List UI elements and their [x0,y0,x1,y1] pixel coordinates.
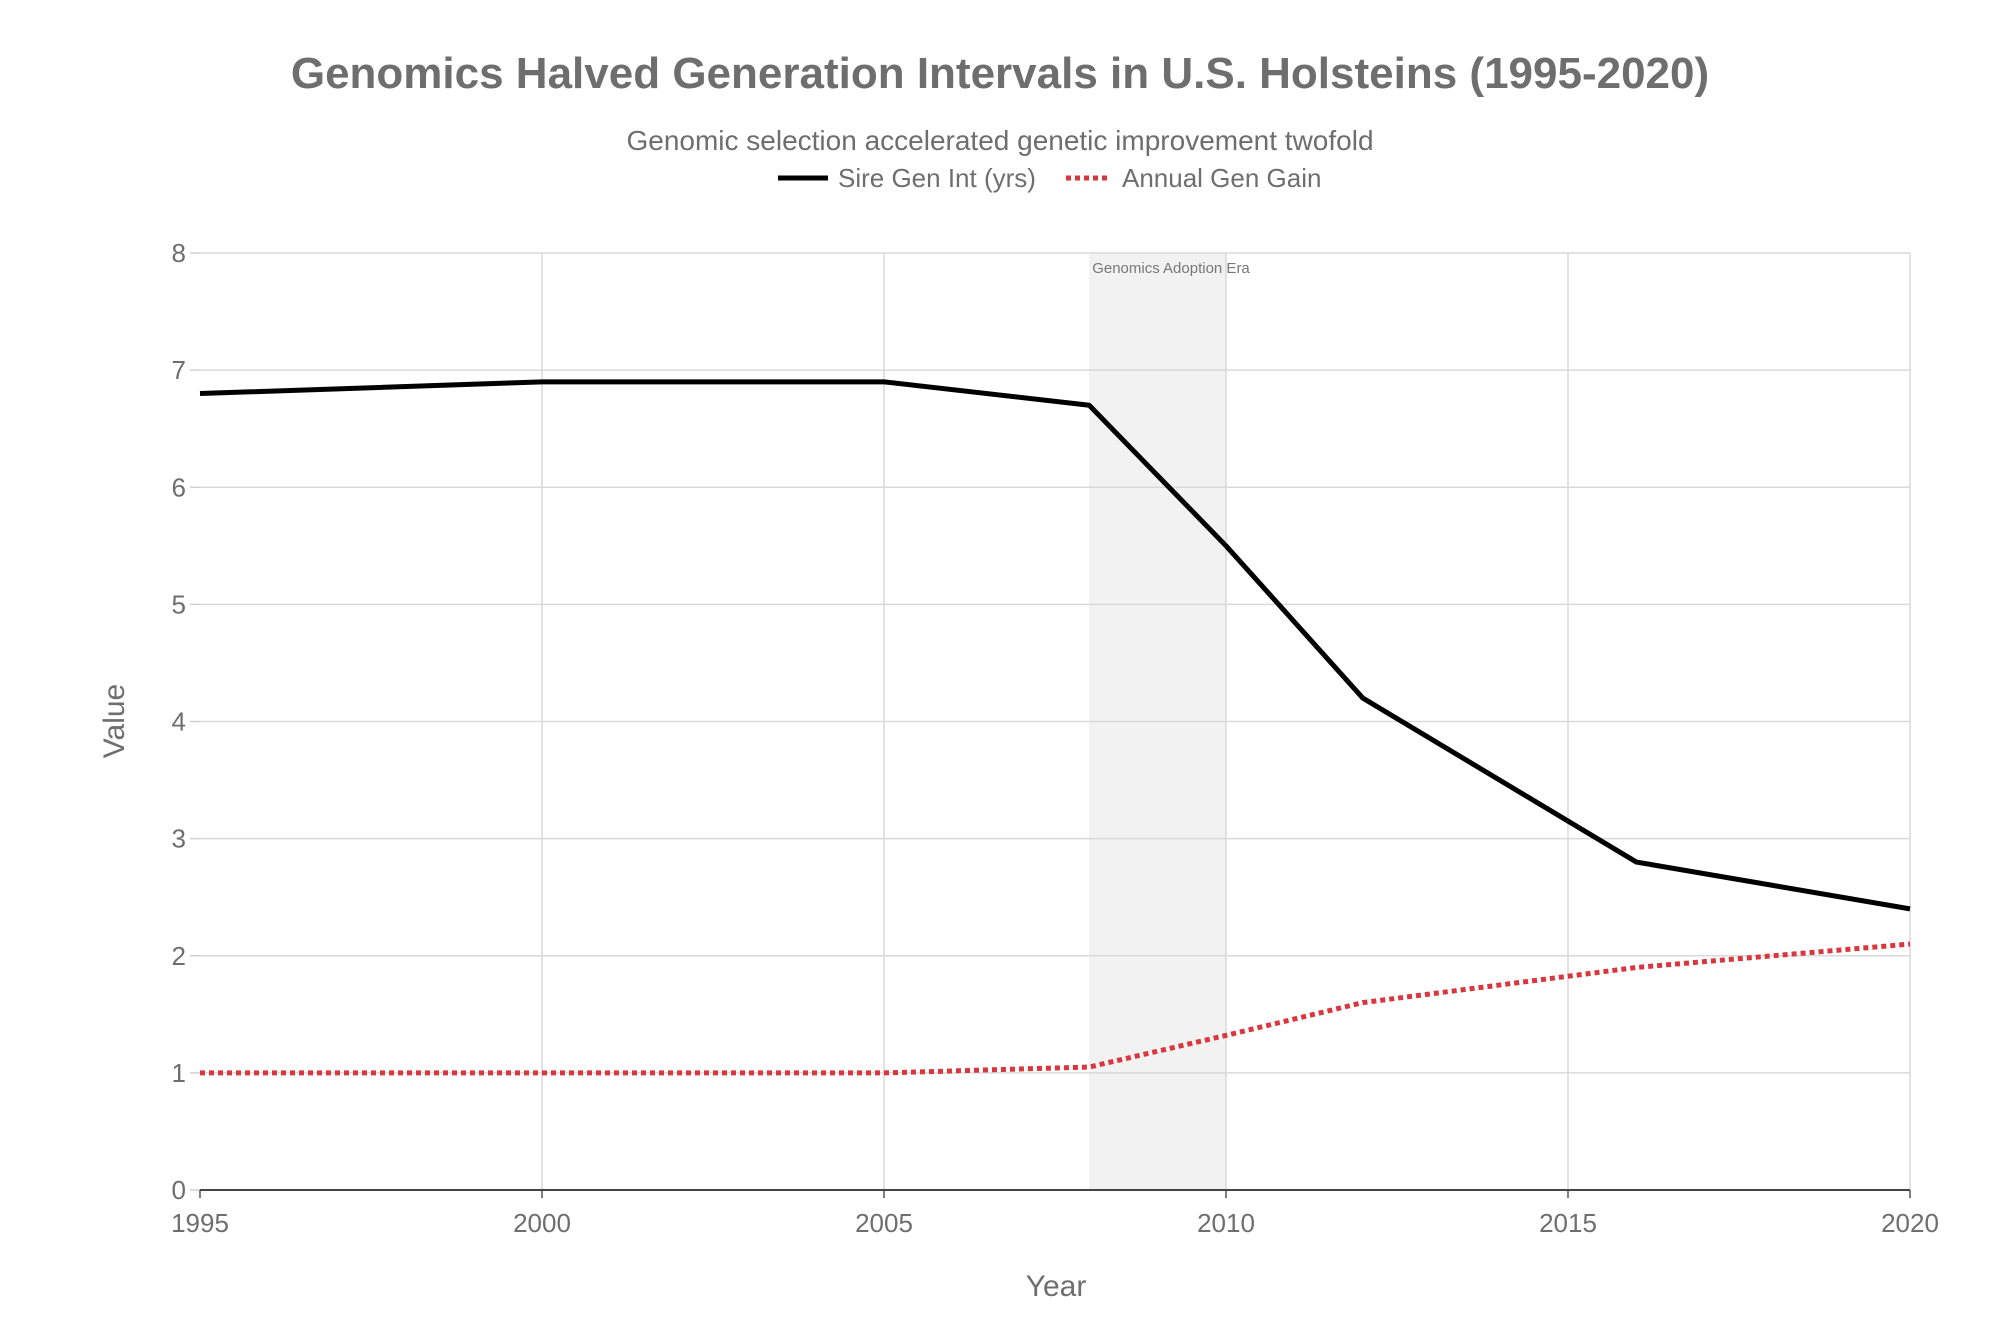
x-tick-label: 2020 [1881,1208,1939,1238]
x-tick-label: 1995 [171,1208,229,1238]
x-tick-label: 2015 [1539,1208,1597,1238]
y-tick-label: 7 [172,355,186,385]
y-tick-label: 5 [172,589,186,619]
y-tick-label: 3 [172,824,186,854]
y-tick-label: 8 [172,238,186,268]
legend: Sire Gen Int (yrs) Annual Gen Gain [778,163,1321,193]
annotation-band-label: Genomics Adoption Era [1092,260,1250,277]
chart-subtitle: Genomic selection accelerated genetic im… [626,125,1373,156]
series-line-annual-gen-gain [200,941,1911,1076]
x-tick-label: 2010 [1197,1208,1255,1238]
y-tick-label: 0 [172,1175,186,1205]
y-tick-label: 1 [172,1058,186,1088]
y-tick-label: 6 [172,472,186,502]
series-layer [199,379,1911,1076]
y-axis-title: Value [98,684,131,759]
chart-title: Genomics Halved Generation Intervals in … [291,49,1709,98]
x-tick-label: 2000 [513,1208,571,1238]
series-line-sire-gen-int-yrs [199,379,1911,912]
y-tick-label: 2 [172,941,186,971]
grid-layer [200,252,1911,1190]
x-axis-title: Year [1026,1270,1087,1303]
legend-label-sire-gen-int: Sire Gen Int (yrs) [838,163,1036,193]
axis-layer: 0 1 2 3 4 5 6 7 8 1995 2000 2005 2010 2015 2020 [171,238,1939,1238]
x-tick-label: 2005 [855,1208,913,1238]
legend-label-annual-gen-gain: Annual Gen Gain [1122,163,1321,193]
y-tick-label: 4 [172,707,186,737]
